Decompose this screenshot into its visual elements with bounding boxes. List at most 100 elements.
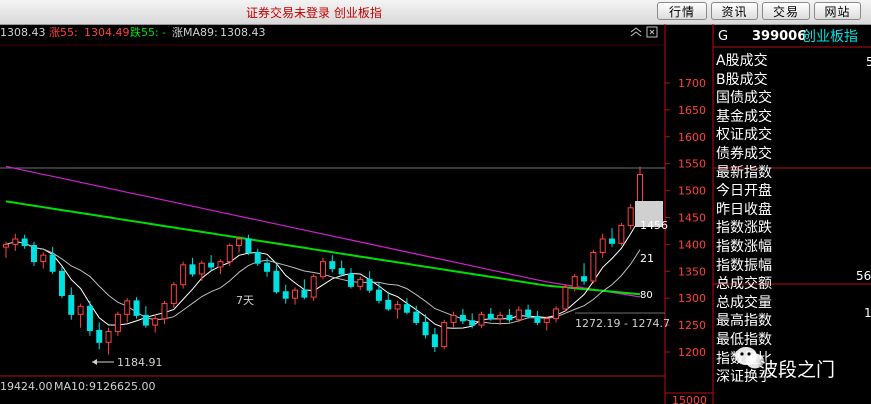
- candle-body: [329, 261, 336, 270]
- candle-body: [581, 276, 588, 282]
- candle-body: [515, 309, 522, 321]
- candle-body: [310, 276, 317, 298]
- side-value-amplitude: 56: [856, 269, 871, 283]
- stat-label: A股成交: [716, 53, 768, 69]
- ma55-value: 1304.49: [84, 26, 130, 39]
- candle-body: [441, 321, 448, 348]
- stat-label: 最新指数: [716, 164, 772, 181]
- wechat-logo-icon: [735, 347, 764, 369]
- range-label: 1272.19 - 1274.7: [575, 317, 670, 330]
- news-button[interactable]: 资讯: [711, 2, 758, 20]
- candle-body: [357, 278, 364, 287]
- ma-end-label-2: 80: [640, 290, 653, 301]
- candle-body: [469, 320, 476, 326]
- candle-body: [459, 314, 466, 322]
- ma-lines: [5, 165, 641, 329]
- candle-body: [189, 264, 196, 275]
- trade-button[interactable]: 交易: [762, 2, 810, 20]
- candle-body: [497, 314, 504, 320]
- ma89-value: 1308.43: [220, 26, 266, 39]
- y-tick-label: 1500: [678, 185, 706, 198]
- app-title: 证券交易未登录 创业板指: [246, 6, 382, 20]
- low-arrow-head: [92, 359, 97, 365]
- y-tick-label: 1300: [678, 292, 706, 305]
- candle-body: [152, 318, 159, 326]
- candle-body: [590, 251, 597, 282]
- volume-ma10-label: MA10:: [54, 380, 89, 393]
- ma-line-white: [5, 217, 641, 329]
- stat-label: 基金成交: [716, 108, 772, 125]
- collapse-icon[interactable]: [630, 27, 642, 37]
- candlestick-chart[interactable]: 1308.43 涨55: 1304.49 跌55: - 涨MA89: 1308.…: [0, 24, 871, 404]
- candle-body: [562, 286, 569, 310]
- ma89-label: 涨MA89:: [172, 26, 218, 39]
- candle-body: [385, 299, 392, 310]
- y-tick-label: 1700: [678, 77, 706, 90]
- stat-label: 深证换手: [716, 369, 772, 386]
- quote-button[interactable]: 行情: [657, 2, 707, 20]
- candle-body: [431, 334, 438, 348]
- settings-icon[interactable]: [646, 26, 658, 38]
- candle-body: [245, 238, 252, 253]
- candle-body: [525, 309, 532, 317]
- stat-label: 总成交额: [716, 276, 772, 293]
- y-axis: 1200 1250 1300 1350 1400 1450 1500 1550 1600 1650…: [665, 77, 706, 359]
- stat-label: 最低指数: [716, 331, 772, 348]
- stat-label: 今日开盘: [716, 183, 772, 200]
- current-price-label: 1456: [640, 219, 668, 232]
- candle-body: [30, 244, 37, 263]
- y-tick-label: 1600: [678, 131, 706, 144]
- stat-label: 昨日收盘: [716, 201, 772, 218]
- candle-body: [301, 289, 308, 298]
- website-button[interactable]: 网站: [814, 2, 861, 20]
- candle-body: [105, 331, 112, 343]
- candle-body: [40, 254, 47, 263]
- candles: [3, 166, 643, 355]
- candle-body: [3, 243, 9, 248]
- candle-body: [618, 225, 625, 244]
- candle-body: [553, 308, 560, 320]
- stat-label: 指数振幅: [716, 257, 772, 274]
- candle-body: [543, 318, 550, 323]
- stat-label: 权证成交: [716, 127, 772, 144]
- candle-body: [609, 238, 616, 244]
- candle-body: [49, 254, 56, 272]
- candle-body: [292, 289, 299, 299]
- candle-body: [273, 270, 280, 293]
- candle-body: [599, 238, 606, 253]
- candle-body: [180, 264, 187, 286]
- candle-body: [208, 262, 215, 268]
- y-tick-label: 1550: [678, 158, 706, 171]
- candle-body: [282, 291, 289, 299]
- candle-body: [77, 305, 84, 315]
- stat-label: 债券成交: [716, 145, 772, 162]
- ma-line-magenta: [5, 165, 641, 298]
- candle-body: [264, 262, 271, 272]
- top-toolbar: 证券交易未登录 创业板指 行情 资讯 交易 网站: [0, 0, 871, 25]
- y-tick-label: 1200: [678, 346, 706, 359]
- candle-body: [347, 273, 354, 287]
- candle-body: [394, 304, 401, 310]
- stock-name: 创业板指: [802, 29, 858, 45]
- candle-body: [170, 284, 177, 305]
- volume-value: 19424.00: [0, 380, 53, 393]
- days-label: 7天: [236, 294, 254, 307]
- price-marker-box: [635, 201, 663, 227]
- y-tick-label: 1250: [678, 319, 706, 332]
- candle-body: [254, 251, 261, 264]
- low-price-label: 1184.91: [117, 356, 163, 369]
- candle-body: [413, 311, 420, 323]
- volume-axis-tick: 15000: [672, 394, 707, 404]
- stock-code: 399006: [752, 29, 806, 44]
- y-tick-label: 1400: [678, 238, 706, 251]
- stat-label: 指数涨跌: [716, 220, 772, 237]
- y-tick-label: 1350: [678, 265, 706, 278]
- candle-body: [226, 244, 233, 263]
- ma-line-green: [5, 200, 641, 296]
- candle-body: [114, 313, 121, 333]
- ma55-label: 涨55:: [49, 26, 78, 39]
- candle-body: [86, 305, 93, 331]
- candle-body: [236, 238, 243, 246]
- stat-label: 最高指数: [716, 313, 772, 330]
- candle-body: [161, 303, 168, 320]
